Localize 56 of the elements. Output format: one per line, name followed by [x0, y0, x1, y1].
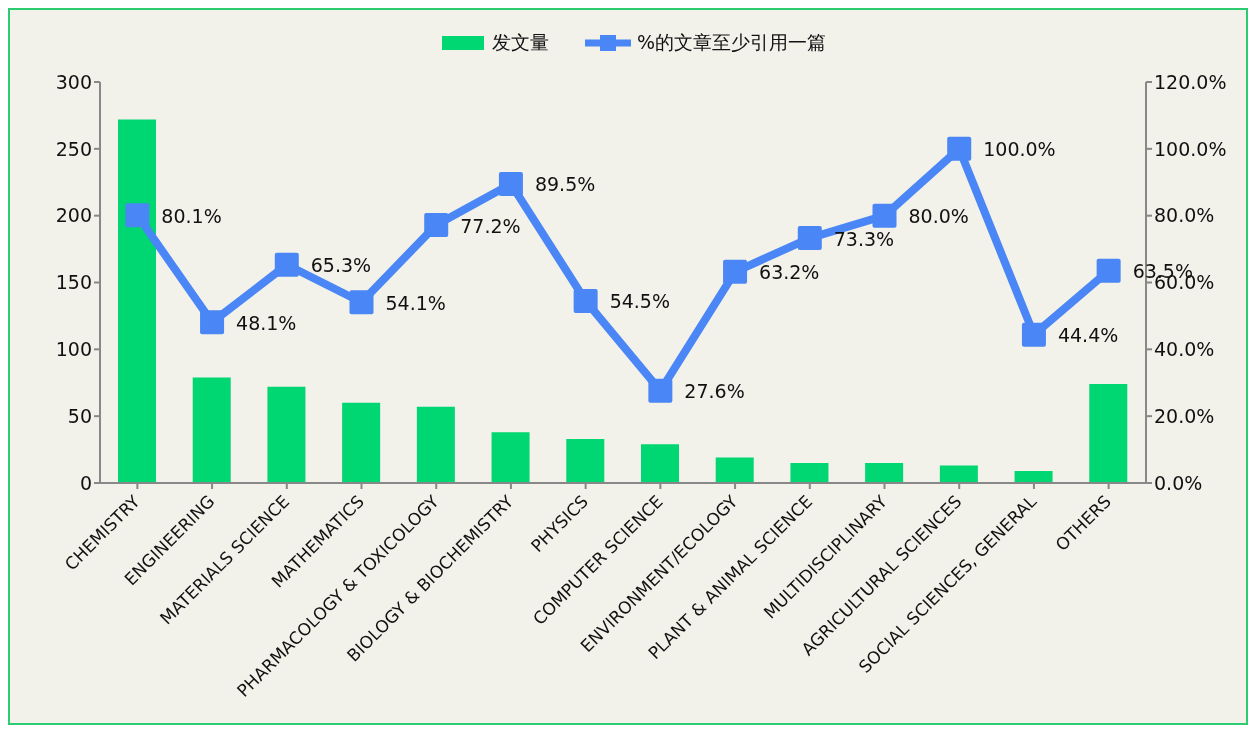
data-label: 80.0% — [908, 205, 969, 228]
y-tick-label: 250 — [55, 137, 92, 160]
data-label: 63.2% — [759, 261, 820, 284]
data-label: 54.5% — [609, 290, 670, 313]
bar — [342, 402, 381, 483]
y-tick-label: 100 — [55, 338, 92, 361]
y2-tick-label: 0.0% — [1154, 471, 1203, 494]
data-label: 54.1% — [385, 291, 446, 314]
bar — [790, 462, 829, 483]
y2-tick-label: 100.0% — [1154, 137, 1227, 160]
y-tick-label: 300 — [55, 70, 92, 93]
point — [125, 203, 150, 228]
point — [872, 203, 897, 228]
bar — [641, 444, 679, 483]
point — [723, 259, 748, 284]
point — [349, 290, 374, 315]
point — [1021, 322, 1046, 347]
y-tick-label: 200 — [55, 204, 92, 227]
point — [573, 288, 598, 313]
y-tick-label: 50 — [67, 404, 92, 427]
data-label: 27.6% — [684, 380, 745, 403]
data-label: 65.3% — [310, 254, 372, 277]
bar — [1089, 384, 1128, 483]
point — [498, 171, 523, 196]
point — [1096, 258, 1121, 283]
bar — [267, 386, 306, 483]
point — [947, 136, 972, 161]
bar — [491, 432, 530, 483]
legend-label: 发文量 — [491, 30, 549, 55]
bar — [715, 457, 754, 483]
bar — [1014, 470, 1053, 483]
bar — [939, 465, 978, 483]
bar — [416, 406, 455, 483]
point — [274, 252, 299, 277]
data-label: 77.2% — [460, 214, 521, 237]
y2-tick-label: 80.0% — [1154, 204, 1215, 227]
y2-tick-label: 20.0% — [1154, 404, 1215, 427]
y2-tick-label: 40.0% — [1154, 338, 1215, 361]
data-label: 89.5% — [534, 173, 596, 196]
data-label: 73.3% — [833, 227, 895, 250]
data-label: 48.1% — [236, 311, 297, 334]
point — [424, 213, 449, 238]
data-label: 100.0% — [983, 138, 1056, 161]
y-tick-label: 0 — [79, 471, 92, 494]
y2-tick-label: 120.0% — [1154, 70, 1227, 93]
bar — [118, 119, 156, 483]
bar — [865, 462, 904, 483]
legend-label: %的文章至少引用一篇 — [636, 30, 827, 55]
point — [648, 378, 673, 403]
point — [797, 226, 822, 251]
data-label: 80.1% — [161, 204, 222, 227]
y-tick-label: 150 — [55, 271, 92, 294]
data-label: 44.4% — [1057, 324, 1119, 347]
bar — [566, 438, 605, 483]
bar — [192, 377, 231, 483]
point — [200, 310, 225, 335]
